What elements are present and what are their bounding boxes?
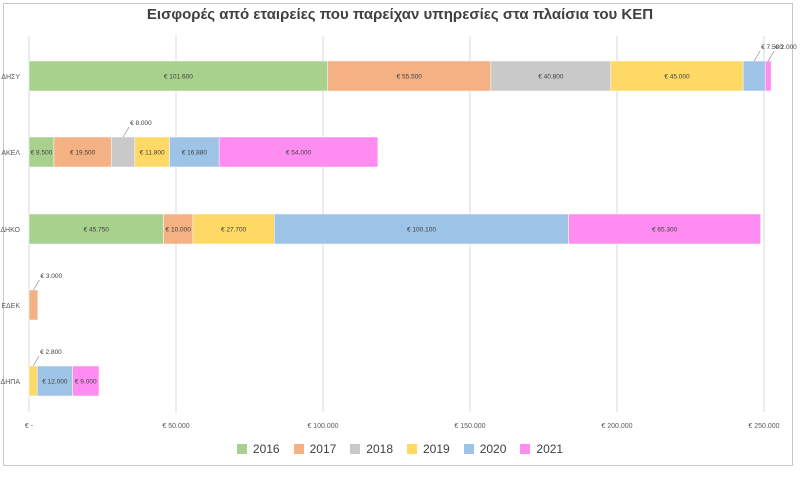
legend-swatch [236,444,247,454]
bar-segment [490,60,612,92]
data-label: € 100.100 [407,227,436,234]
chart-legend: 2016 2017 2018 2019 2020 2021 [0,442,800,456]
legend-label: 2017 [309,442,337,456]
x-tick-label: € 250.000 [748,423,779,430]
data-label: € 3.000 [40,273,62,280]
data-label: € 2.800 [40,349,62,356]
data-label: € 27.700 [221,227,247,234]
legend-item: 2019 [407,442,450,456]
legend-swatch [350,444,361,454]
leader-line [33,279,40,291]
data-label: € 16.880 [182,150,208,157]
data-label: € 65.300 [652,227,678,234]
leader-line [753,50,761,62]
bar-segment [111,136,136,168]
data-label: € 12.000 [42,379,68,386]
legend-item: 2018 [350,442,393,456]
leader-line [767,50,775,62]
legend-label: 2021 [536,442,564,456]
data-label: € 54.000 [286,150,312,157]
bar-segment [163,213,194,245]
bar-segment [134,136,170,168]
legend-item: 2017 [293,442,337,456]
data-label: € 40.800 [538,74,564,81]
x-tick-label: € 50.000 [162,423,189,430]
data-label: € 2.000 [775,44,797,51]
bar-segment [28,365,38,397]
bar-segment [192,213,275,245]
bar-segment [53,136,112,168]
legend-label: 2019 [423,442,450,456]
legend-label: 2020 [479,442,507,456]
bar-segment [28,213,164,245]
bar-segment [36,365,73,397]
bar-segment [72,365,100,397]
data-label: € 8.500 [31,150,53,157]
y-tick-label: ΕΔΕΚ [1,303,20,310]
legend-item: 2021 [520,442,563,456]
data-label: € 101.600 [164,74,193,81]
bar-segment [28,60,328,92]
legend-swatch [293,444,304,454]
data-label: € 8.000 [130,120,152,127]
bar-segment [218,136,379,168]
data-label: € 7.500 [761,44,783,51]
bar-segment [568,213,761,245]
legend-item: 2016 [236,442,280,456]
data-label: € 19.500 [70,150,96,157]
x-tick-label: € 100.000 [307,423,338,430]
data-label: € 55.500 [397,74,423,81]
bar-segment [610,60,744,92]
bar-segment [169,136,220,168]
data-label: € 10.000 [166,227,192,234]
legend-label: 2018 [366,442,393,456]
legend-label: 2016 [252,442,280,456]
legend-swatch [407,444,417,454]
x-tick-label: € 150.000 [454,423,485,430]
bar-segment [742,60,766,92]
legend-item: 2020 [463,442,507,456]
y-tick-label: ΔΗΠΑ [1,379,21,386]
y-tick-label: ΔΗΣΥ [1,74,20,81]
data-label: € 11.800 [140,150,165,157]
chart-title: Εισφορές από εταιρείες που παρείχαν υπηρ… [146,6,654,23]
x-tick-label: € 200.000 [601,423,632,430]
bar-segment [274,213,569,245]
data-label: € 9.000 [75,379,97,386]
bar-segment [28,289,39,321]
data-label: € 45.750 [84,227,110,234]
leader-line [122,126,130,138]
y-tick-label: ΑΚΕΛ [1,150,20,157]
bar-segment [764,60,772,92]
data-label: € 45.000 [664,74,690,81]
legend-swatch [463,444,474,454]
leader-line [32,355,40,367]
bar-segment [28,136,55,168]
x-tick-label: € - [25,423,34,430]
bar-segment [327,60,492,92]
y-tick-label: ΔΗΚΟ [0,227,20,234]
legend-swatch [520,444,531,454]
